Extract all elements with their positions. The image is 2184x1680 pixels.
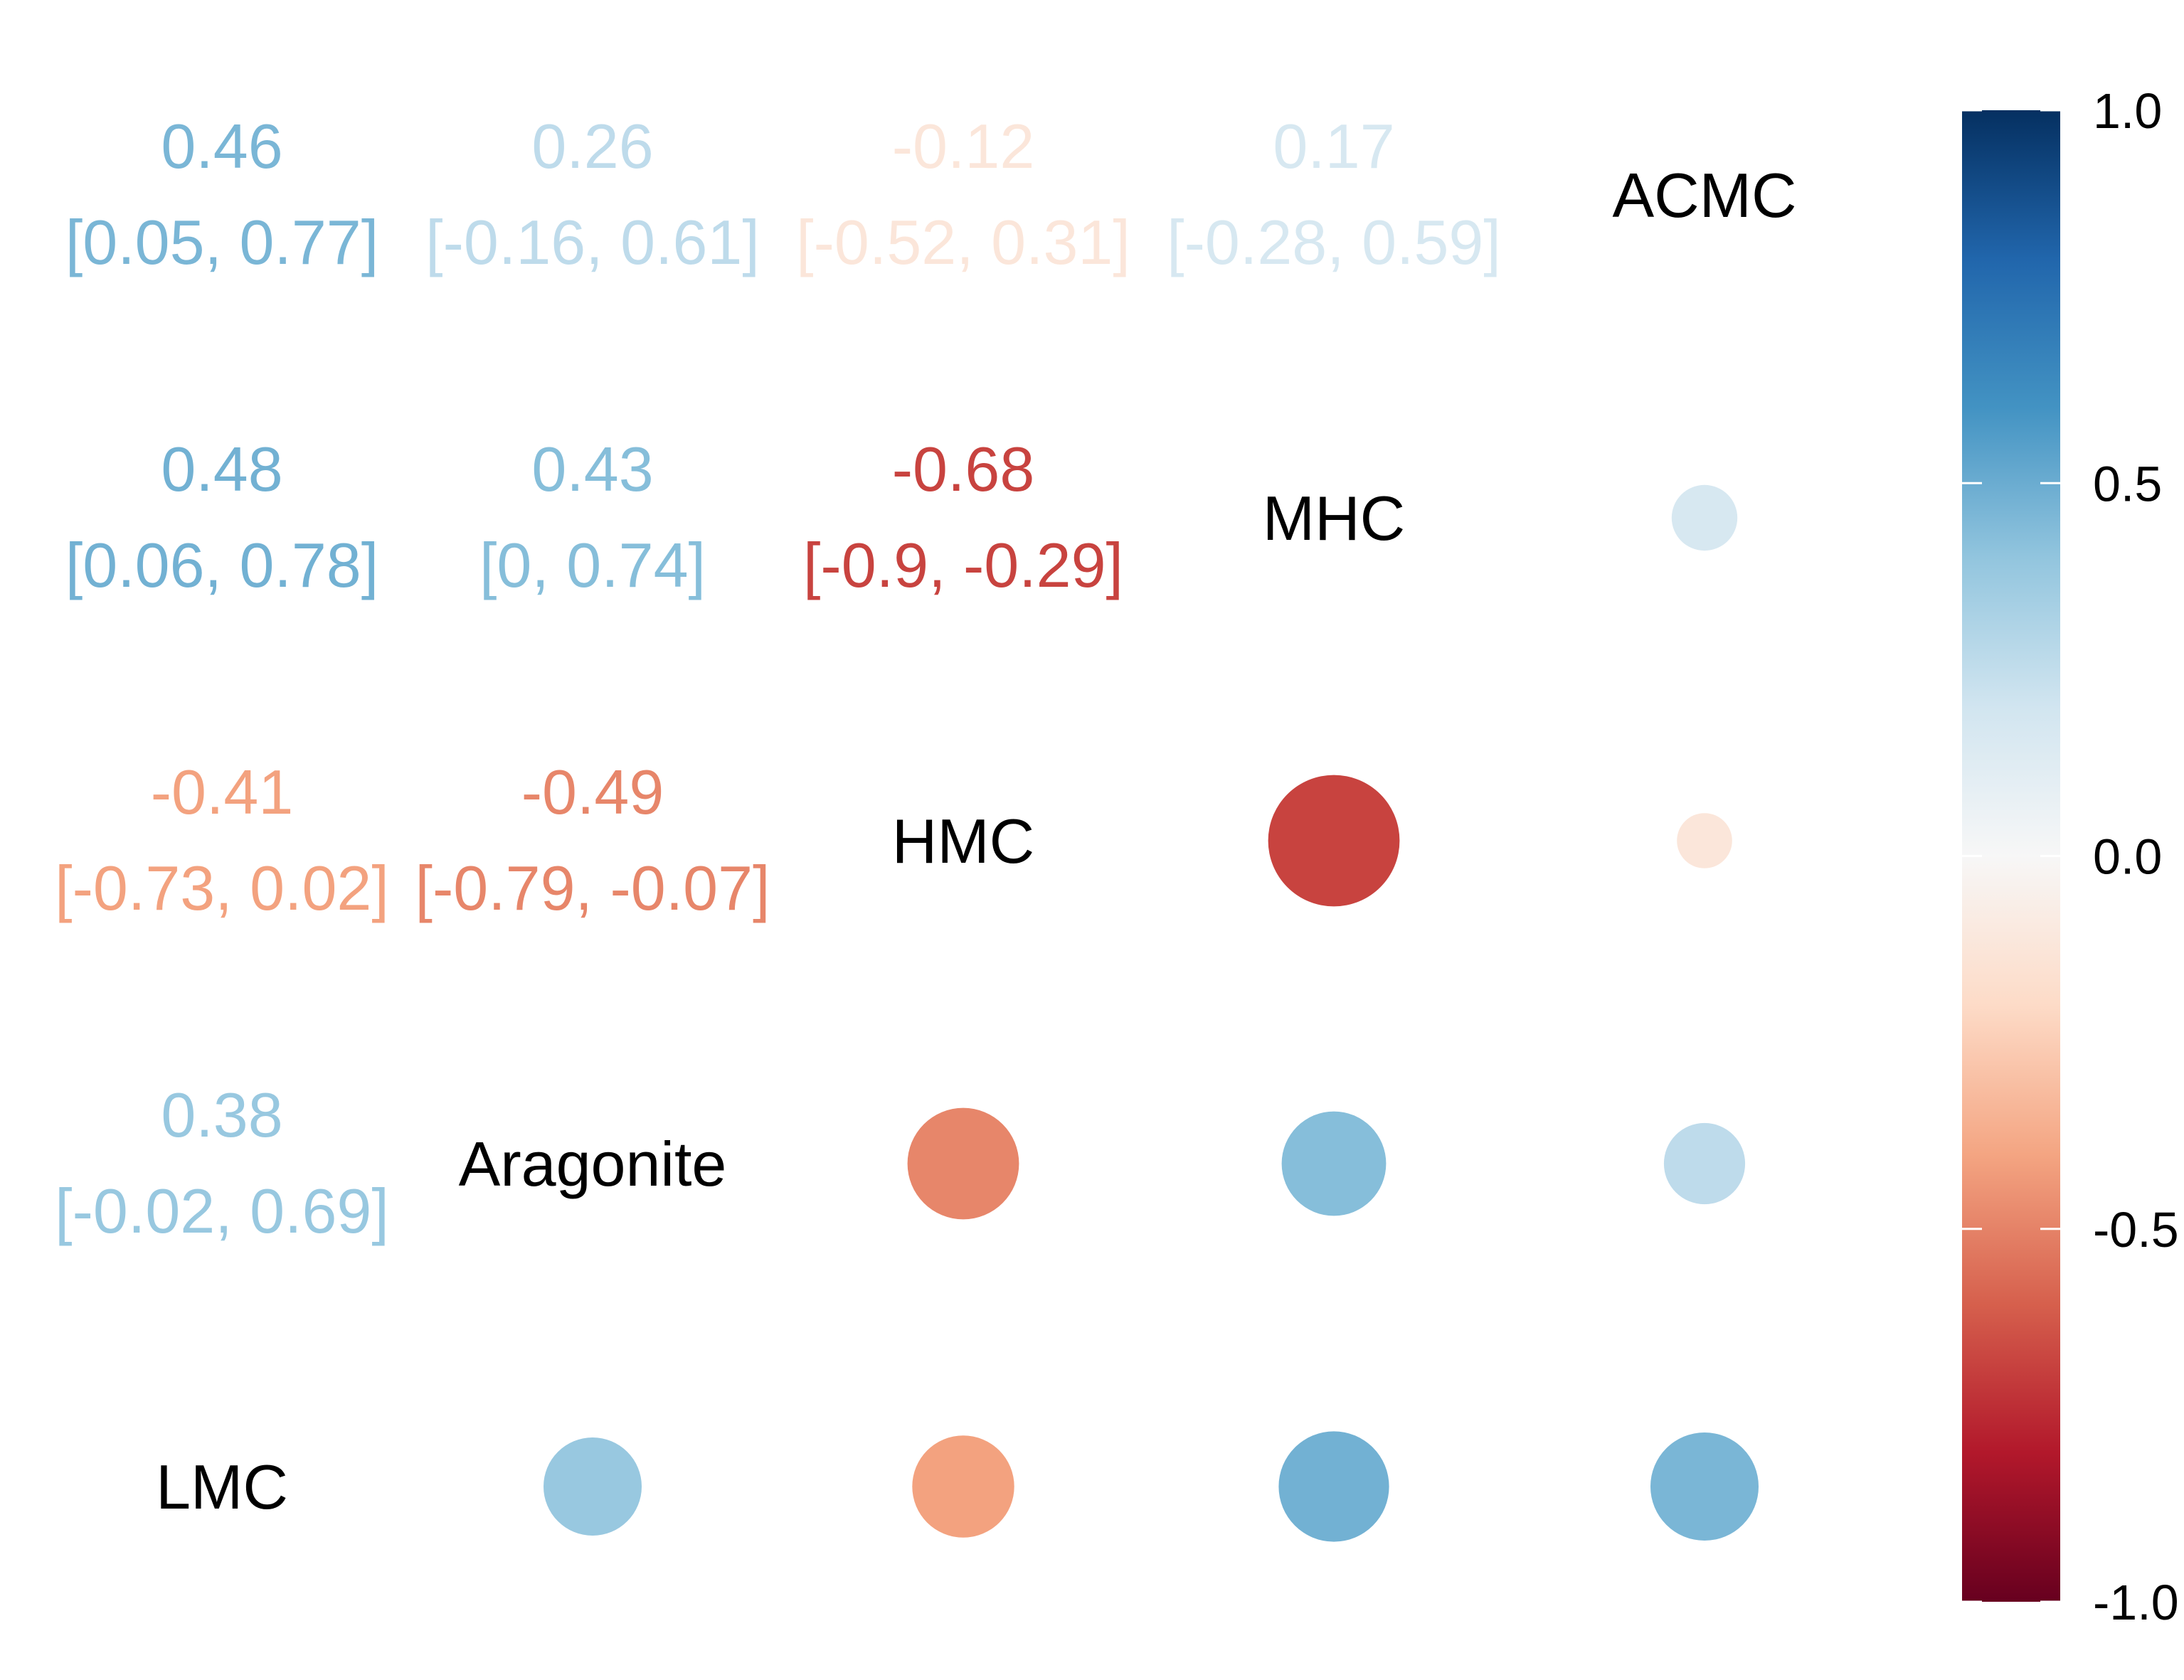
correlation-circle-acmc-aragonite [1663,1122,1746,1205]
colorbar-tick-label: -1.0 [2093,1575,2179,1630]
diagonal-label-aragonite: Aragonite [459,1129,727,1199]
diagonal-label-lmc: LMC [156,1452,288,1522]
colorbar-tick-label: 0.5 [2093,456,2162,511]
matrix-cells: LMC Aragonite HMC MHC ACMC 0.46 [0.05, 0.77] 0.… [55,111,1797,1542]
diagonal-label-hmc: HMC [892,806,1034,876]
correlation-value-label: -0.12 [892,111,1035,181]
confidence-interval-label: [0.06, 0.78] [65,530,378,600]
confidence-interval-label: [-0.9, -0.29] [803,530,1123,600]
correlation-value-label: 0.26 [531,111,653,181]
correlation-value-label: 0.43 [531,434,653,504]
confidence-interval-label: [0, 0.74] [479,530,706,600]
correlation-circle-acmc-hmc [1677,813,1732,868]
correlation-circle-hmc-lmc [912,1435,1014,1538]
confidence-interval-label: [-0.73, 0.02] [55,853,389,923]
colorbar-tick-label: -0.5 [2093,1202,2179,1258]
confidence-interval-label: [0.05, 0.77] [65,207,378,277]
confidence-interval-label: [-0.28, 0.59] [1167,207,1501,277]
confidence-interval-label: [-0.79, -0.07] [415,853,770,923]
correlation-value-label: -0.41 [151,757,294,827]
correlation-value-label: 0.46 [161,111,282,181]
correlation-value-label: 0.48 [161,434,282,504]
correlation-circle-mhc-lmc [1278,1431,1389,1542]
colorbar-tick-label: 0.0 [2093,829,2162,885]
diagonal-label-acmc: ACMC [1612,160,1796,230]
colorbar: 1.0 0.5 0.0 -0.5 -1.0 [1962,83,2179,1630]
correlation-circle-acmc-lmc [1650,1432,1759,1541]
correlation-circle-aragonite-lmc [544,1437,642,1536]
colorbar-ticks: 1.0 0.5 0.0 -0.5 -1.0 [1962,83,2179,1630]
correlation-value-label: -0.49 [521,757,664,827]
correlation-circle-mhc-aragonite [1281,1111,1387,1216]
confidence-interval-label: [-0.52, 0.31] [796,207,1130,277]
confidence-interval-label: [-0.02, 0.69] [55,1176,389,1246]
correlation-circle-hmc-aragonite [907,1107,1019,1220]
colorbar-tick-label: 1.0 [2093,83,2162,139]
correlation-value-label: 0.38 [161,1080,282,1150]
correlation-value-label: -0.68 [892,434,1035,504]
correlation-value-label: 0.17 [1273,111,1394,181]
correlation-circle-acmc-mhc [1671,484,1738,551]
confidence-interval-label: [-0.16, 0.61] [425,207,760,277]
correlation-circle-mhc-hmc [1268,775,1400,907]
diagonal-label-mhc: MHC [1263,483,1405,553]
